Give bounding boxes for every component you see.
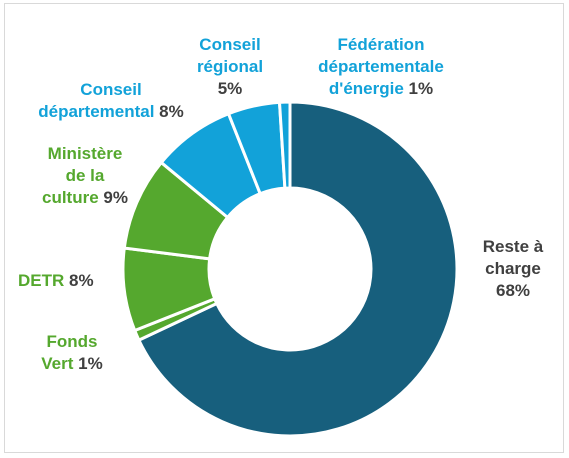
label-fonds-vert-pct: 1%	[78, 354, 103, 373]
label-conseil-dept-line1: Conseil	[80, 80, 142, 99]
label-conseil-dept-line2: départemental	[38, 102, 155, 121]
label-fonds-vert-line2: Vert	[41, 354, 74, 373]
label-ministere-line1: Ministère	[47, 144, 123, 163]
label-fede-line2: départementale	[318, 57, 444, 76]
label-reste-a-charge-line2: charge	[485, 259, 541, 278]
label-fede-line1: Fédération	[337, 35, 425, 54]
label-conseil-departemental: Conseil départemental 8%	[14, 79, 208, 123]
label-fonds-vert-line1: Fonds	[46, 332, 98, 351]
label-detr-pct: 8%	[69, 271, 94, 290]
label-federation-energie: Fédération départementale d'énergie 1%	[300, 34, 462, 100]
label-reste-a-charge-pct: 68%	[495, 281, 531, 300]
label-fede-line3: d'énergie	[328, 79, 404, 98]
label-conseil-regional: Conseil régional 5%	[180, 34, 280, 100]
label-conseil-reg-pct: 5%	[217, 79, 243, 98]
label-detr-name: DETR	[18, 271, 65, 290]
label-ministere-line2: de la	[65, 166, 105, 185]
label-ministere-line3: culture	[42, 188, 99, 207]
slice-federation-departementale-d-energie	[278, 100, 292, 190]
label-conseil-dept-pct: 8%	[159, 102, 184, 121]
label-detr: DETR 8%	[18, 270, 94, 292]
label-reste-a-charge: Reste à charge 68%	[470, 236, 556, 302]
label-reste-a-charge-line1: Reste à	[482, 237, 544, 256]
label-ministere-pct: 9%	[103, 188, 128, 207]
label-ministere-culture: Ministère de la culture 9%	[24, 143, 146, 209]
slice-reste-a-charge	[137, 100, 459, 438]
label-conseil-reg-line2: régional	[196, 57, 264, 76]
label-fonds-vert: Fonds Vert 1%	[24, 331, 120, 375]
label-conseil-reg-line1: Conseil	[199, 35, 261, 54]
label-fede-pct: 1%	[408, 79, 434, 98]
